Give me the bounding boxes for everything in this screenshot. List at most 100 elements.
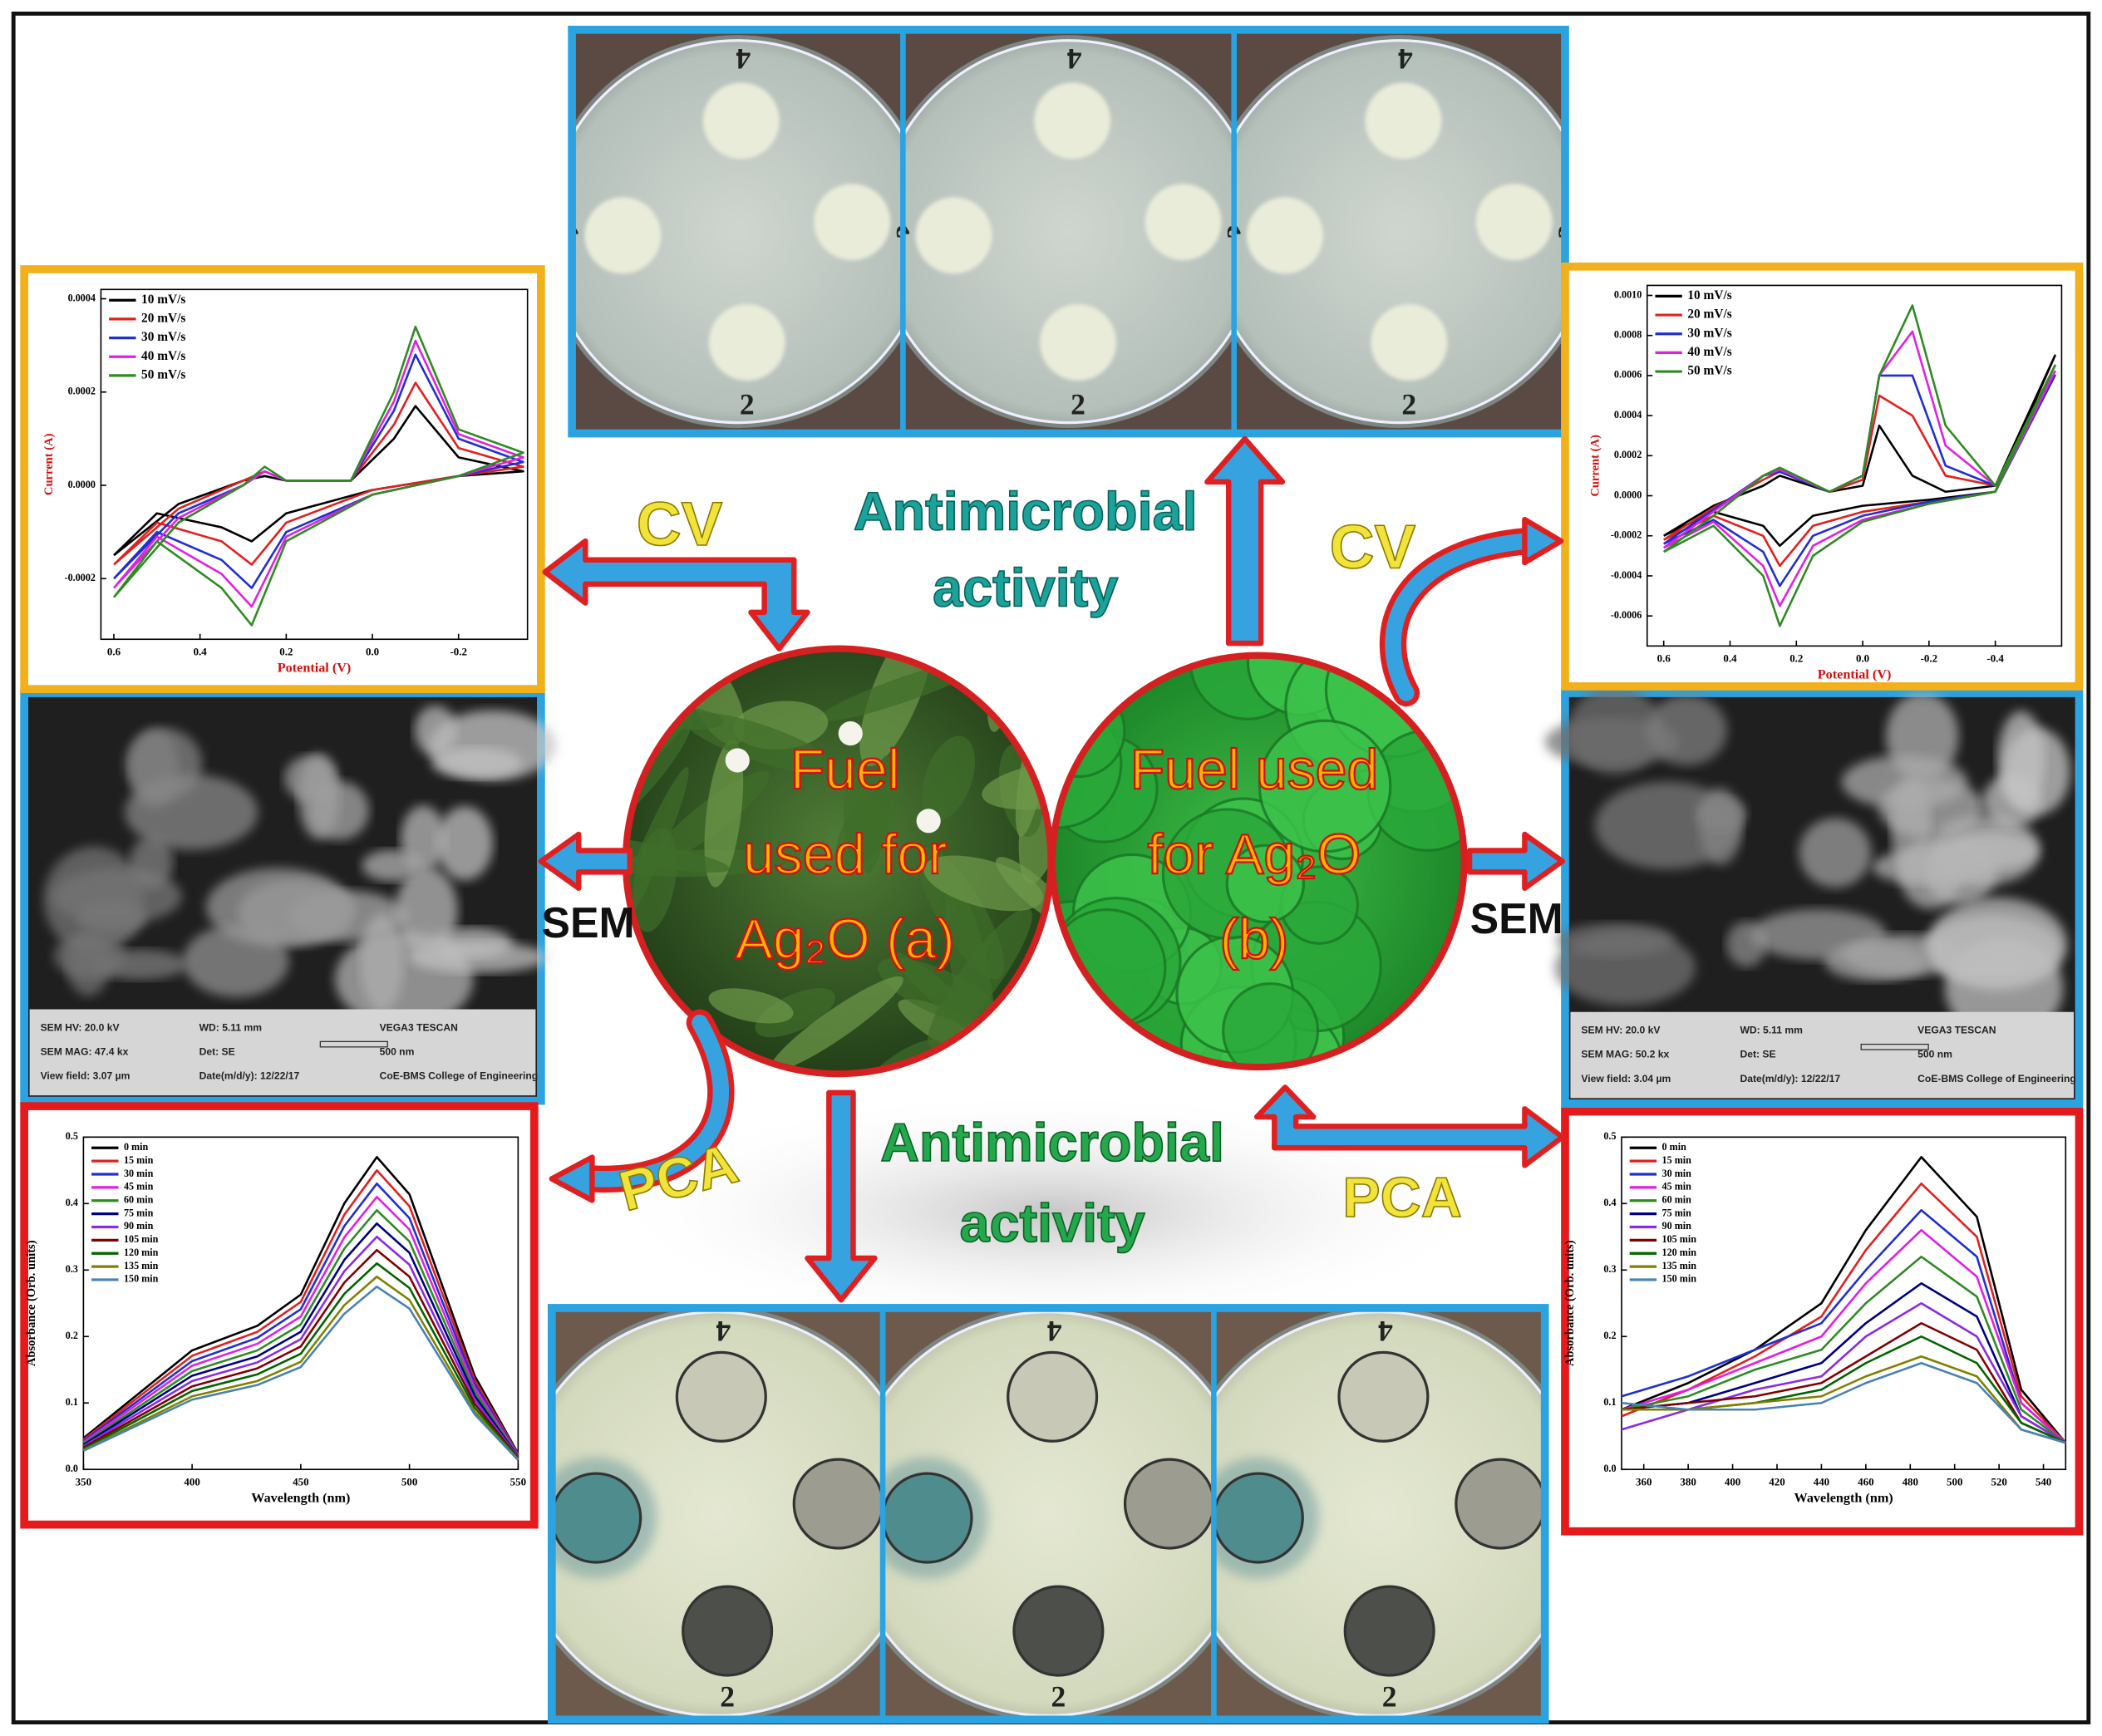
clear-zone [1371, 304, 1448, 381]
legend-label: 90 min [1662, 1220, 1692, 1232]
sem-info-bar [29, 1009, 536, 1096]
chart: 0.6 0.4 0.2 0.0 -0.2 -0.0002 0.0000 0.0002 0.000… [20, 265, 545, 694]
petri-dish: 1234 [1213, 1307, 1545, 1720]
dish-number: 4 [1398, 42, 1413, 76]
label: activity [960, 1193, 1145, 1253]
series-line [1621, 1281, 2066, 1444]
series-line [82, 1285, 519, 1461]
sem-particle [1554, 929, 1696, 1006]
x-tick-label: -0.4 [1986, 652, 2004, 665]
sem-info: CoE-BMS College of Engineering [380, 1070, 539, 1082]
circle-border [1049, 652, 1468, 1071]
legend-label: 150 min [1662, 1273, 1697, 1285]
legend-label: 30 min [124, 1168, 154, 1179]
x-tick-label: -0.2 [450, 645, 466, 657]
dish-agar [903, 39, 1234, 425]
sem-particle [414, 705, 457, 756]
sem-info: VEGA3 TESCAN [380, 1021, 458, 1033]
dish-cell: 1234 [883, 1307, 1214, 1720]
x-tick-label: 380 [1680, 1475, 1696, 1488]
legend-label: 15 min [1662, 1154, 1692, 1166]
y-tick-label: 0.5 [1603, 1130, 1616, 1142]
y-tick-label: 0.0000 [1614, 489, 1642, 500]
dish-agar [1233, 39, 1565, 425]
sem-info-bar [1570, 1011, 2074, 1099]
legend-label: 10 mV/s [141, 293, 185, 307]
x-tick-label: 420 [1769, 1475, 1784, 1488]
petri-dish: 1234 [572, 35, 923, 428]
arrow [549, 1154, 595, 1203]
y-tick-label: 0.0006 [1614, 369, 1642, 381]
x-tick-label: 450 [293, 1475, 308, 1488]
sem-particle [436, 806, 494, 881]
disc [551, 1472, 642, 1564]
y-tick-label: -0.0002 [1611, 529, 1642, 541]
leaf [922, 735, 976, 821]
dish-panel-border [568, 25, 1569, 438]
series-line [82, 1275, 519, 1461]
leaf [755, 987, 835, 1038]
dish-cell: 1234 [903, 35, 1234, 428]
series-line [82, 1169, 519, 1455]
clear-zone [1034, 82, 1111, 160]
series-line [1621, 1361, 2066, 1444]
leaf [625, 834, 730, 873]
series-line [82, 1222, 519, 1458]
x-tick-label: 400 [1725, 1475, 1740, 1488]
sem-particle [1824, 942, 1927, 981]
round-leaf [1222, 982, 1320, 1068]
series-line [113, 381, 524, 566]
y-tick-label: -0.0004 [1611, 569, 1642, 581]
dish-number: 3 [889, 224, 923, 239]
sem-info: 500 nm [380, 1046, 415, 1058]
series-line [82, 1261, 519, 1460]
dish-number: 4 [736, 42, 751, 76]
x-tick-label: 480 [1903, 1475, 1918, 1488]
clear-zone [708, 304, 785, 381]
clear-zone [702, 82, 780, 160]
dish-number: 2 [740, 387, 755, 420]
arrow [538, 831, 633, 892]
legend-label: 40 mV/s [1687, 345, 1731, 359]
dish-panel-border [547, 1304, 1549, 1724]
y-axis-label: Current (A) [42, 433, 56, 495]
clear-zone [1145, 184, 1222, 261]
scale-bar [1860, 1043, 1929, 1050]
clear-zone [915, 197, 992, 274]
disc [792, 1458, 884, 1550]
legend-label: 105 min [124, 1233, 159, 1245]
leaf [770, 976, 903, 1072]
fuel-label: (b) [1219, 907, 1288, 971]
sem-particle [1646, 695, 1728, 765]
round-leaf [1258, 719, 1392, 853]
y-tick-label: 0.0004 [1614, 409, 1642, 420]
disc [1012, 1585, 1105, 1677]
x-tick-label: 500 [401, 1475, 417, 1488]
chart: 0.6 0.4 0.2 0.0 -0.2 -0.4 -0.0006 -0.0004 -0.000… [1561, 262, 2084, 691]
sem-particle [432, 927, 513, 958]
legend-label: 150 min [124, 1273, 159, 1285]
x-axis-label: Wavelength (nm) [251, 1491, 350, 1506]
arrow [805, 1089, 878, 1303]
y-tick-label: 0.5 [66, 1130, 78, 1142]
sem-particle [1568, 686, 1663, 775]
leaf [982, 760, 1051, 810]
series-line [82, 1156, 519, 1454]
arrow [542, 538, 810, 652]
y-tick-label: 0.2 [1603, 1330, 1616, 1341]
sem-particle [206, 868, 351, 947]
dish-cell: 1234 [572, 35, 923, 428]
legend-label: 45 min [1662, 1181, 1692, 1193]
legend-label: 135 min [1662, 1260, 1697, 1271]
x-tick-label: 440 [1814, 1475, 1829, 1488]
series-line [1621, 1228, 2067, 1444]
dish-cell: 1234 [1214, 35, 1565, 428]
y-tick-label: 0.4 [1603, 1197, 1616, 1208]
series-line [112, 339, 524, 608]
dish-number: 1 [1214, 224, 1248, 239]
disc [682, 1585, 774, 1677]
flower [725, 748, 750, 773]
scale-bar [319, 1040, 388, 1048]
arrow [1253, 1084, 1565, 1168]
chart: 350 400 450 500 550 0.0 0.1 0.2 0.3 0.4 0.5 Wavelen… [20, 1102, 539, 1529]
